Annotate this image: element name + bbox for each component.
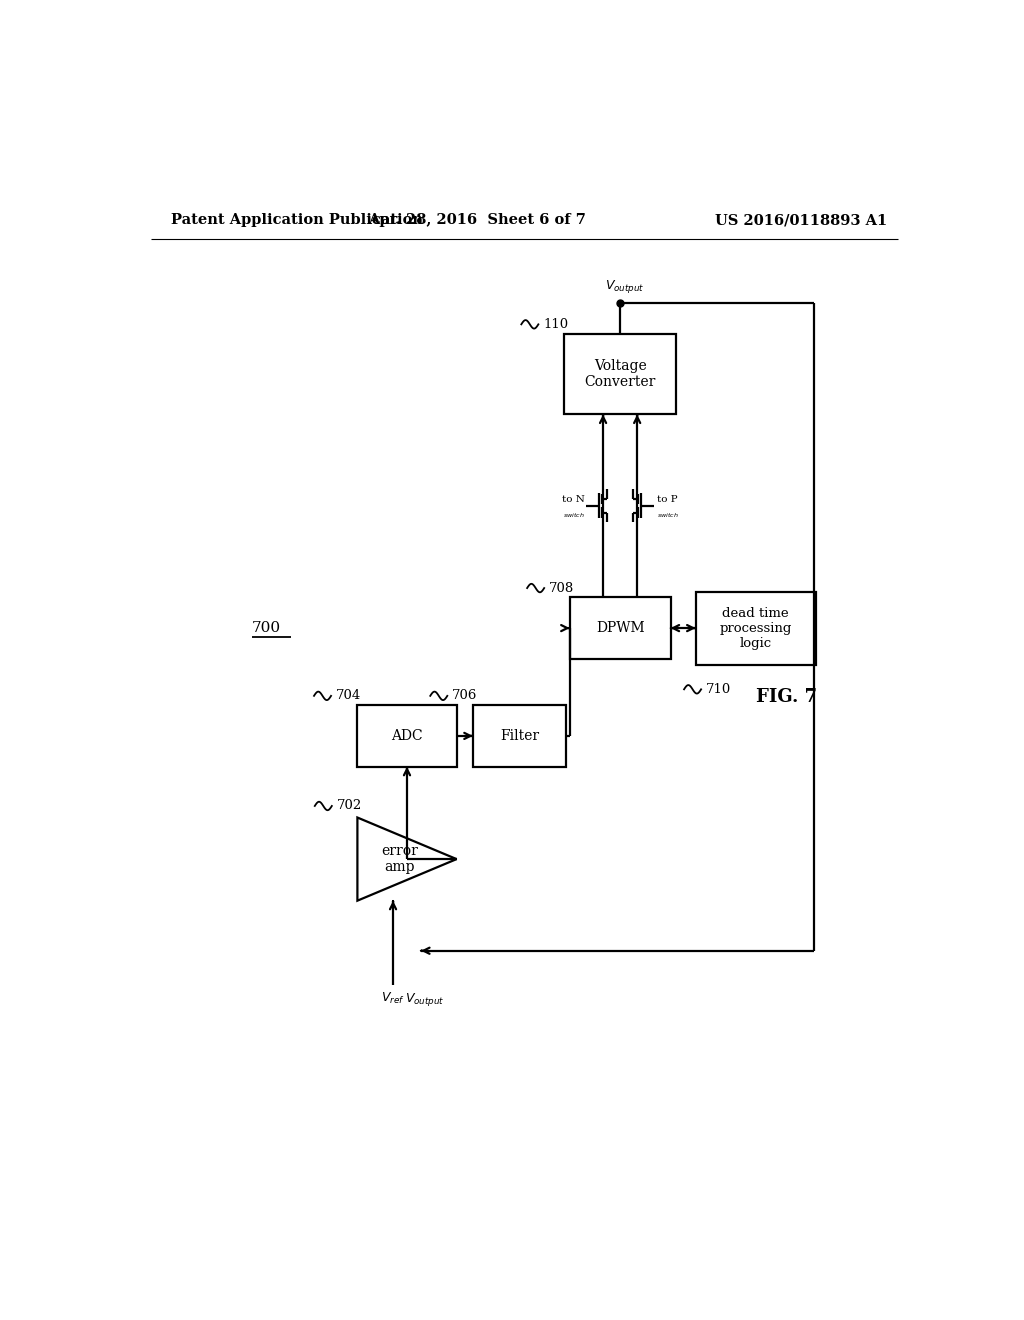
- Text: Patent Application Publication: Patent Application Publication: [171, 213, 423, 227]
- Text: 700: 700: [252, 622, 282, 635]
- Text: US 2016/0118893 A1: US 2016/0118893 A1: [715, 213, 888, 227]
- Bar: [356, 705, 458, 767]
- Bar: [569, 597, 671, 659]
- Text: $V_{output}$: $V_{output}$: [404, 991, 444, 1007]
- Text: to N: to N: [562, 495, 585, 504]
- Bar: [473, 705, 566, 767]
- Bar: [564, 334, 676, 414]
- Text: dead time
processing
logic: dead time processing logic: [720, 607, 792, 649]
- Bar: [695, 591, 816, 665]
- Text: DPWM: DPWM: [596, 622, 644, 635]
- Text: $_{switch}$: $_{switch}$: [563, 511, 585, 520]
- Text: error
amp: error amp: [381, 843, 418, 874]
- Text: Apr. 28, 2016  Sheet 6 of 7: Apr. 28, 2016 Sheet 6 of 7: [368, 213, 586, 227]
- Text: Voltage
Converter: Voltage Converter: [585, 359, 655, 389]
- Text: 710: 710: [706, 682, 731, 696]
- Text: $V_{ref}$: $V_{ref}$: [381, 991, 404, 1006]
- Text: FIG. 7: FIG. 7: [756, 689, 817, 706]
- Text: 110: 110: [543, 318, 568, 331]
- Text: 706: 706: [452, 689, 477, 702]
- Text: 704: 704: [336, 689, 360, 702]
- Text: 702: 702: [337, 800, 361, 813]
- Text: $_{switch}$: $_{switch}$: [656, 511, 679, 520]
- Text: ADC: ADC: [391, 729, 423, 743]
- Text: $V_{output}$: $V_{output}$: [605, 279, 645, 296]
- Text: to P: to P: [656, 495, 677, 504]
- Text: 708: 708: [549, 582, 574, 594]
- Text: Filter: Filter: [500, 729, 539, 743]
